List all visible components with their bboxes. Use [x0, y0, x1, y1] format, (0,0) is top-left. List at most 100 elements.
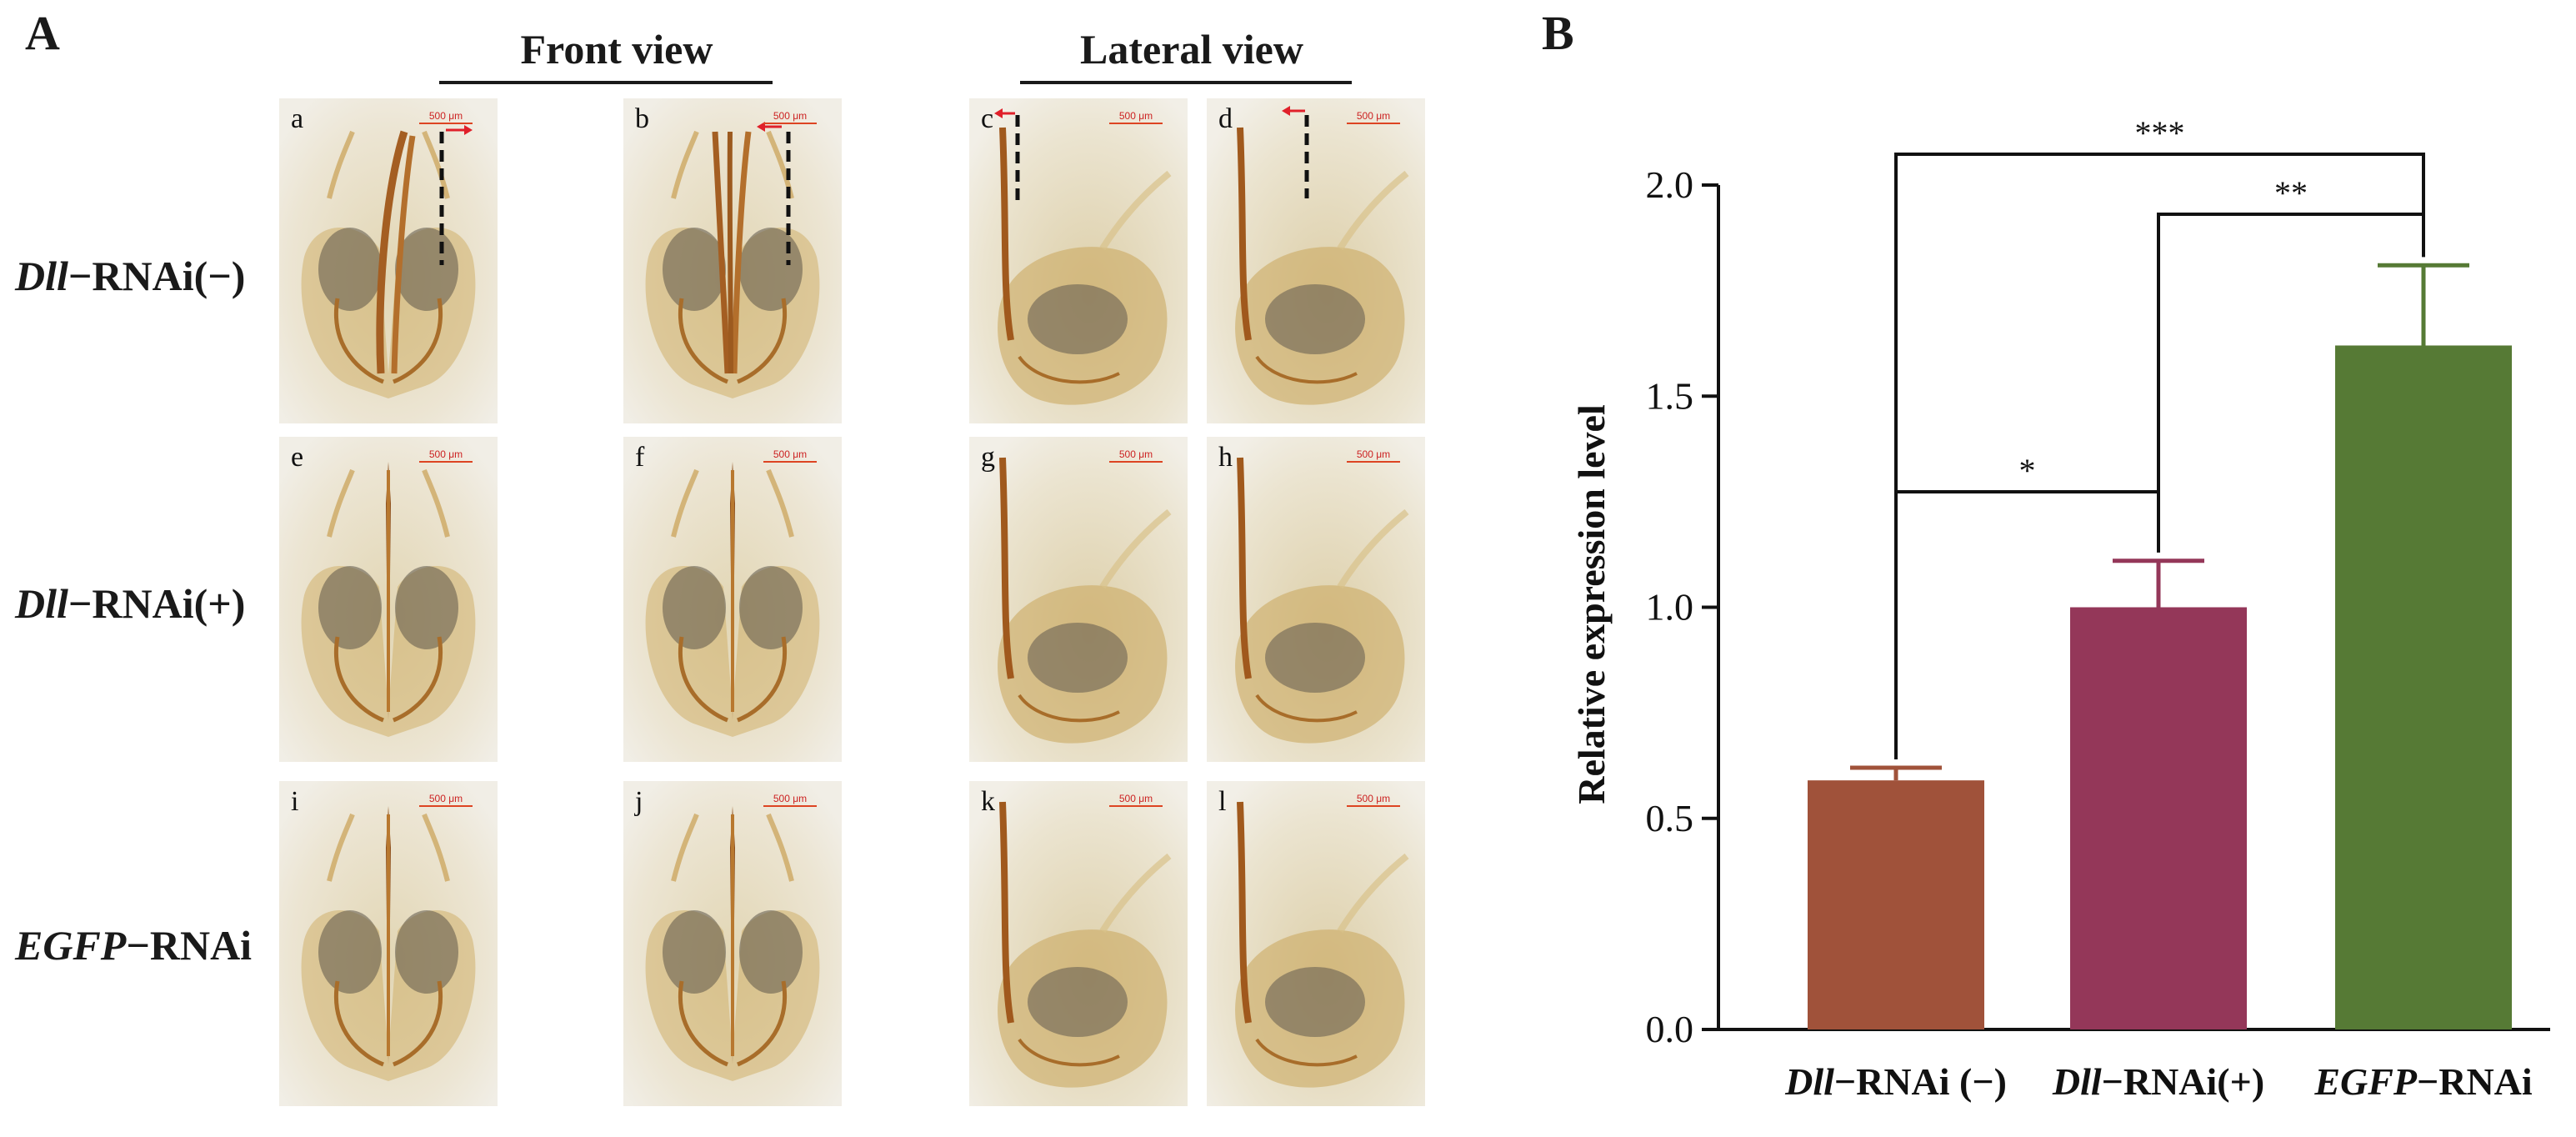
tile-letter: h: [1218, 442, 1233, 473]
tile-letter: l: [1218, 786, 1227, 817]
front-view-rule: [439, 81, 773, 84]
scale-bar-label: 500 μm: [428, 793, 463, 804]
tile-letter: e: [291, 442, 304, 473]
tile-letter: j: [635, 786, 643, 817]
y-tick-label: 1.0: [1646, 586, 1694, 629]
x-tick-label-suffix: −RNAi(+): [2102, 1060, 2265, 1103]
x-tick-label: Dll−RNAi(+): [2052, 1060, 2264, 1103]
scale-bar-line: [763, 461, 817, 463]
scale-bar: 500 μm: [763, 793, 817, 807]
specimen-image-d: d 500 μm: [1207, 98, 1425, 423]
tile-letter: f: [635, 442, 645, 473]
scale-bar-label: 500 μm: [428, 448, 463, 460]
scale-bar-label: 500 μm: [773, 448, 808, 460]
scale-bar-line: [1347, 461, 1400, 463]
specimen-image-l: l 500 μm: [1207, 781, 1425, 1106]
specimen-image-a: a 500 μm: [279, 98, 498, 423]
specimen-photo: [279, 781, 498, 1106]
scale-bar-line: [419, 805, 473, 807]
specimen-photo: [623, 437, 842, 762]
significance-label: **: [2274, 174, 2308, 212]
specimen-photo: [969, 98, 1188, 423]
scale-bar: 500 μm: [763, 110, 817, 124]
scale-bar-label: 500 μm: [428, 110, 463, 122]
scale-bar-line: [419, 123, 473, 124]
bar-chart: 0.0 0.5 1.0 1.5 2.0 Relative expression level…: [1570, 114, 2550, 1103]
specimen-photo: [623, 781, 842, 1106]
stylet-marker: [757, 122, 791, 265]
specimen-image-h: h 500 μm: [1207, 437, 1425, 762]
y-tick-label: 2.0: [1646, 163, 1694, 206]
significance-label: *: [2019, 452, 2036, 489]
scale-bar: 500 μm: [419, 110, 473, 124]
scale-bar: 500 μm: [1109, 110, 1163, 124]
tile-letter: g: [981, 442, 995, 473]
x-tick-label-gene: Dll: [1784, 1060, 1834, 1103]
specimen-photo: [969, 437, 1188, 762]
specimen-image-e: e 500 μm: [279, 437, 498, 762]
stylet-marker: [994, 108, 1020, 207]
specimen-photo: [969, 781, 1188, 1106]
lateral-view-title: Lateral view: [1080, 26, 1303, 73]
scale-bar: 500 μm: [1347, 110, 1400, 124]
specimen-photo: [1207, 98, 1425, 423]
significance-bracket: [1894, 153, 2425, 759]
row-label-dll-minus: Dll−RNAi(−): [15, 253, 246, 299]
stylet-marker: [1282, 106, 1309, 198]
scale-bar-line: [1347, 123, 1400, 124]
tile-letter: k: [981, 786, 995, 817]
scale-bar-label: 500 μm: [1356, 448, 1391, 460]
x-tick-label-suffix: −RNAi (−): [1834, 1060, 2007, 1103]
scale-bar-label: 500 μm: [773, 793, 808, 804]
scale-bar-label: 500 μm: [1356, 793, 1391, 804]
row-label-dll-plus: Dll−RNAi(+): [15, 580, 246, 627]
tile-letter: d: [1218, 103, 1233, 134]
bar-1: [2070, 607, 2247, 1029]
y-tick-label: 0.0: [1646, 1008, 1694, 1050]
x-tick-label-gene: EGFP: [2313, 1060, 2418, 1103]
front-view-title: Front view: [520, 26, 713, 73]
specimen-image-c: c 500 μm: [969, 98, 1188, 423]
scale-bar-label: 500 μm: [773, 110, 808, 122]
scale-bar-label: 500 μm: [1118, 448, 1153, 460]
scale-bar-line: [763, 805, 817, 807]
scale-bar: 500 μm: [1347, 448, 1400, 463]
specimen-image-k: k 500 μm: [969, 781, 1188, 1106]
x-tick-label-gene: Dll: [2052, 1060, 2102, 1103]
scale-bar: 500 μm: [419, 793, 473, 807]
specimen-image-g: g 500 μm: [969, 437, 1188, 762]
y-axis-label: Relative expression level: [1570, 404, 1613, 804]
bar-0: [1808, 780, 1984, 1029]
scale-bar: 500 μm: [1109, 793, 1163, 807]
specimen-image-j: j 500 μm: [623, 781, 842, 1106]
specimen-photo: [1207, 781, 1425, 1106]
scale-bar: 500 μm: [419, 448, 473, 463]
scale-bar-label: 500 μm: [1118, 793, 1153, 804]
x-tick-label: EGFP−RNAi: [2313, 1060, 2533, 1103]
specimen-image-b: b 500 μm: [623, 98, 842, 423]
tile-letter: a: [291, 103, 304, 134]
specimen-photo: [279, 98, 498, 423]
x-tick-label: Dll−RNAi (−): [1784, 1060, 2007, 1103]
x-tick-label-suffix: −RNAi: [2417, 1060, 2533, 1103]
specimen-photo: [279, 437, 498, 762]
scale-bar-line: [1109, 461, 1163, 463]
scale-bar-line: [1347, 805, 1400, 807]
specimen-image-i: i 500 μm: [279, 781, 498, 1106]
scale-bar: 500 μm: [1347, 793, 1400, 807]
lateral-view-rule: [1020, 81, 1352, 84]
scale-bar: 500 μm: [1109, 448, 1163, 463]
y-tick-label: 0.5: [1646, 797, 1694, 839]
scale-bar-line: [763, 123, 817, 124]
specimen-image-f: f 500 μm: [623, 437, 842, 762]
scale-bar-line: [419, 461, 473, 463]
y-tick-label: 1.5: [1646, 374, 1694, 417]
scale-bar-label: 500 μm: [1356, 110, 1391, 122]
row-label-egfp: EGFP−RNAi: [15, 922, 253, 969]
tile-letter: c: [981, 103, 994, 134]
bar-2: [2335, 345, 2512, 1030]
scale-bar: 500 μm: [763, 448, 817, 463]
scale-bar-line: [1109, 805, 1163, 807]
specimen-photo: [1207, 437, 1425, 762]
scale-bar-label: 500 μm: [1118, 110, 1153, 122]
